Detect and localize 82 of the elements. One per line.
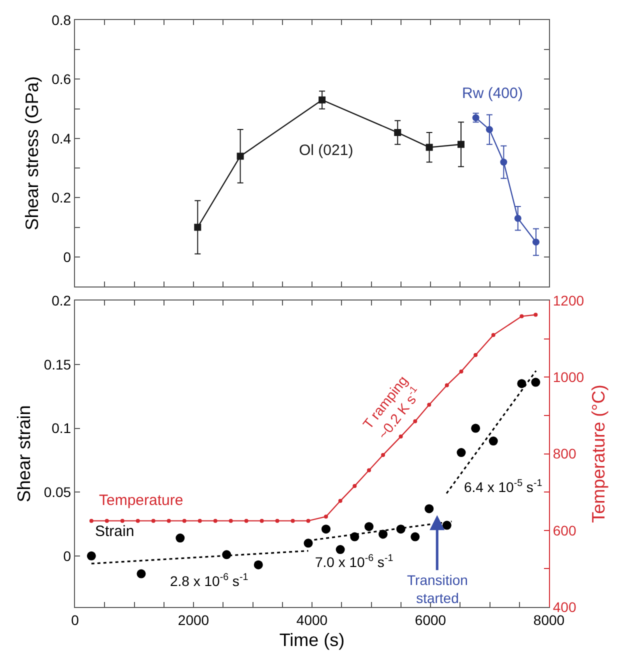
y-tick-label: 0.05 — [44, 484, 72, 500]
point — [260, 518, 264, 523]
point — [471, 424, 480, 433]
point — [413, 419, 418, 424]
point — [378, 530, 388, 539]
point — [488, 436, 498, 446]
annotation: 2.8 x 10$^{-6}$ s$^{-1}$ — [170, 572, 248, 589]
x-tick-label: 4000 — [296, 612, 328, 628]
y-tick-label: 0.2 — [52, 190, 72, 206]
point — [198, 518, 202, 523]
point — [352, 484, 357, 488]
point — [136, 569, 146, 578]
series-label: Rw (400) — [462, 85, 523, 102]
y2-tick-label: 1000 — [552, 369, 584, 386]
point — [213, 518, 218, 523]
point — [244, 518, 248, 523]
point — [104, 518, 109, 523]
y-axis-title: Shear strain — [14, 405, 34, 502]
point — [166, 518, 171, 523]
point — [151, 518, 156, 523]
y-tick-label: 0.8 — [52, 12, 72, 28]
point — [120, 518, 124, 523]
point — [136, 518, 140, 523]
y-tick-label: 0.15 — [44, 356, 72, 372]
series-label: Strain — [95, 523, 134, 540]
point — [459, 369, 464, 374]
point — [194, 224, 202, 231]
x-tick-label: 6000 — [414, 612, 446, 628]
point — [381, 452, 386, 457]
point — [514, 214, 522, 222]
x-tick-label: 2000 — [178, 612, 210, 628]
point — [486, 126, 493, 134]
point — [517, 379, 526, 388]
point — [520, 314, 524, 318]
point — [290, 518, 295, 523]
point — [410, 532, 420, 542]
series-label: Temperature — [99, 492, 184, 509]
point — [318, 96, 326, 104]
point — [306, 518, 310, 523]
point — [424, 504, 434, 514]
point — [338, 498, 342, 503]
point — [275, 518, 280, 523]
point — [89, 518, 94, 523]
y-axis-title: Shear stress (GPa) — [22, 76, 42, 230]
point — [531, 378, 540, 387]
y-tick-label: 0 — [63, 248, 72, 265]
y-tick-label: 0.6 — [52, 71, 72, 88]
x-axis-title: Time (s) — [279, 630, 345, 650]
y2-axis-title: Temperature (°C) — [588, 384, 608, 523]
y-tick-label: 0.2 — [52, 292, 72, 308]
point — [367, 468, 371, 472]
y-tick-label: 0 — [63, 548, 72, 564]
point — [176, 534, 185, 543]
point — [336, 545, 345, 554]
y-tick-label: 0.4 — [52, 130, 72, 146]
y2-tick-label: 1200 — [552, 292, 584, 308]
point — [394, 129, 402, 136]
point — [474, 352, 478, 357]
annotation: 6.4 x 10$^{-5}$ s$^{-1}$ — [464, 478, 542, 495]
point — [456, 448, 466, 458]
point — [427, 402, 432, 407]
annotation: Transition started — [407, 572, 468, 606]
annotation: 7.0 x 10$^{-6}$ s$^{-1}$ — [315, 553, 394, 570]
point — [532, 238, 540, 246]
point — [426, 144, 433, 151]
point — [321, 524, 330, 534]
point — [236, 152, 244, 160]
point — [86, 551, 96, 560]
point — [500, 158, 508, 166]
point — [254, 560, 263, 570]
point — [444, 383, 449, 388]
point — [458, 140, 465, 148]
y2-tick-label: 600 — [552, 522, 576, 538]
series-label: Ol (021) — [299, 142, 354, 159]
point — [324, 514, 328, 519]
point — [491, 333, 496, 338]
point — [364, 522, 374, 532]
y2-tick-label: 800 — [552, 446, 576, 462]
point — [534, 312, 538, 317]
point — [228, 518, 233, 523]
point — [182, 518, 186, 523]
y-tick-label: 0.1 — [52, 420, 72, 436]
